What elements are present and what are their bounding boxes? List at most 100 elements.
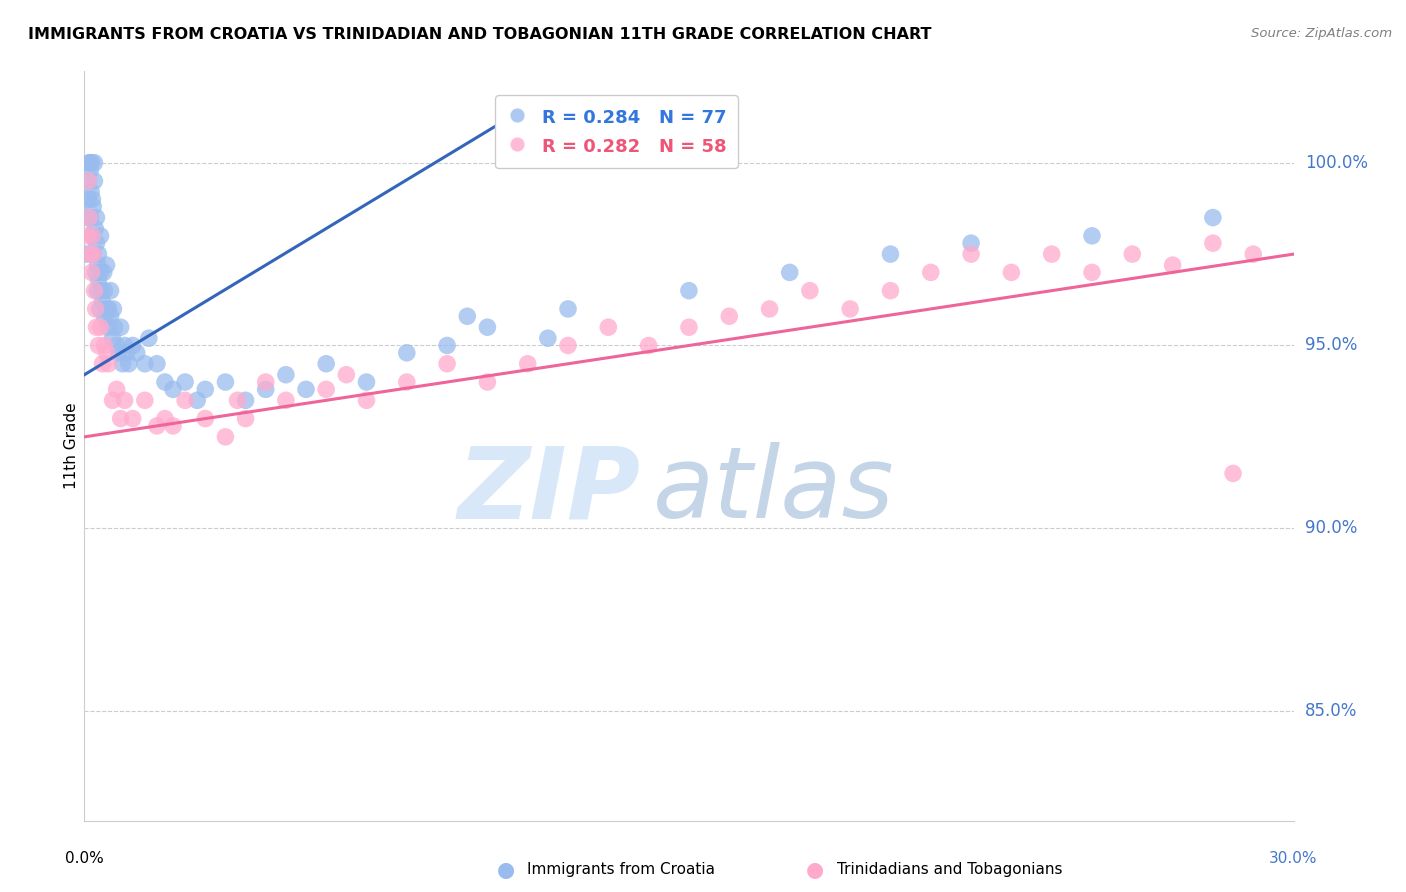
Point bbox=[315, 382, 337, 396]
Point bbox=[79, 163, 101, 178]
Point bbox=[82, 228, 104, 243]
Y-axis label: 11th Grade: 11th Grade bbox=[63, 402, 79, 490]
Point bbox=[516, 357, 538, 371]
Point bbox=[79, 211, 101, 225]
Point bbox=[77, 155, 100, 169]
Point bbox=[86, 236, 108, 251]
Point bbox=[436, 338, 458, 352]
Point bbox=[335, 368, 357, 382]
Point bbox=[718, 310, 741, 324]
Point bbox=[477, 375, 499, 389]
Point bbox=[111, 357, 134, 371]
Point bbox=[436, 357, 458, 371]
Point bbox=[83, 174, 105, 188]
Point bbox=[96, 258, 118, 272]
Point bbox=[89, 228, 111, 243]
Point bbox=[125, 346, 148, 360]
Point bbox=[678, 284, 700, 298]
Text: ZIP: ZIP bbox=[457, 442, 641, 540]
Point bbox=[146, 418, 169, 433]
Text: Trinidadians and Tobagonians: Trinidadians and Tobagonians bbox=[837, 863, 1062, 877]
Point bbox=[76, 228, 98, 243]
Point bbox=[960, 247, 983, 261]
Point bbox=[557, 338, 579, 352]
Point bbox=[557, 301, 579, 316]
Point bbox=[1202, 236, 1225, 251]
Point bbox=[91, 357, 114, 371]
Point bbox=[97, 320, 120, 334]
Point bbox=[82, 247, 104, 261]
Point bbox=[110, 411, 132, 425]
Point bbox=[93, 284, 115, 298]
Point bbox=[77, 174, 100, 188]
Point bbox=[395, 346, 418, 360]
Point bbox=[315, 357, 337, 371]
Point bbox=[1040, 247, 1063, 261]
Point bbox=[86, 258, 108, 272]
Point bbox=[1000, 265, 1022, 279]
Point bbox=[537, 331, 560, 345]
Point bbox=[162, 418, 184, 433]
Point bbox=[678, 320, 700, 334]
Point bbox=[186, 393, 208, 408]
Point bbox=[96, 346, 118, 360]
Point bbox=[174, 393, 197, 408]
Text: 95.0%: 95.0% bbox=[1305, 336, 1357, 354]
Text: ●: ● bbox=[807, 860, 824, 880]
Point bbox=[89, 320, 111, 334]
Point bbox=[101, 331, 124, 345]
Point bbox=[97, 301, 120, 316]
Point bbox=[86, 320, 108, 334]
Point bbox=[87, 247, 110, 261]
Point bbox=[79, 247, 101, 261]
Point bbox=[87, 273, 110, 287]
Point bbox=[93, 310, 115, 324]
Point bbox=[1121, 247, 1143, 261]
Point bbox=[395, 375, 418, 389]
Point bbox=[82, 192, 104, 206]
Point bbox=[779, 265, 801, 279]
Point bbox=[879, 284, 901, 298]
Text: atlas: atlas bbox=[652, 442, 894, 540]
Point bbox=[75, 247, 97, 261]
Point bbox=[93, 338, 115, 352]
Point bbox=[104, 320, 127, 334]
Point bbox=[84, 265, 107, 279]
Point bbox=[86, 284, 108, 298]
Point bbox=[80, 265, 103, 279]
Point bbox=[77, 211, 100, 225]
Point bbox=[77, 192, 100, 206]
Point bbox=[274, 368, 297, 382]
Point bbox=[84, 301, 107, 316]
Point bbox=[153, 411, 176, 425]
Point bbox=[598, 320, 620, 334]
Point bbox=[839, 301, 862, 316]
Point bbox=[115, 346, 138, 360]
Point bbox=[254, 375, 277, 389]
Point bbox=[76, 211, 98, 225]
Point bbox=[121, 338, 143, 352]
Text: Immigrants from Croatia: Immigrants from Croatia bbox=[527, 863, 716, 877]
Point bbox=[1161, 258, 1184, 272]
Point bbox=[1081, 265, 1104, 279]
Point bbox=[82, 228, 104, 243]
Point bbox=[799, 284, 821, 298]
Point bbox=[274, 393, 297, 408]
Point bbox=[879, 247, 901, 261]
Point bbox=[87, 338, 110, 352]
Point bbox=[214, 375, 236, 389]
Point bbox=[89, 301, 111, 316]
Point bbox=[105, 338, 128, 352]
Point bbox=[162, 382, 184, 396]
Point bbox=[93, 265, 115, 279]
Point bbox=[105, 382, 128, 396]
Point bbox=[254, 382, 277, 396]
Text: 100.0%: 100.0% bbox=[1305, 153, 1368, 172]
Point bbox=[100, 284, 122, 298]
Point bbox=[153, 375, 176, 389]
Point bbox=[83, 284, 105, 298]
Point bbox=[1081, 228, 1104, 243]
Point bbox=[100, 310, 122, 324]
Point bbox=[134, 393, 156, 408]
Text: 30.0%: 30.0% bbox=[1270, 851, 1317, 866]
